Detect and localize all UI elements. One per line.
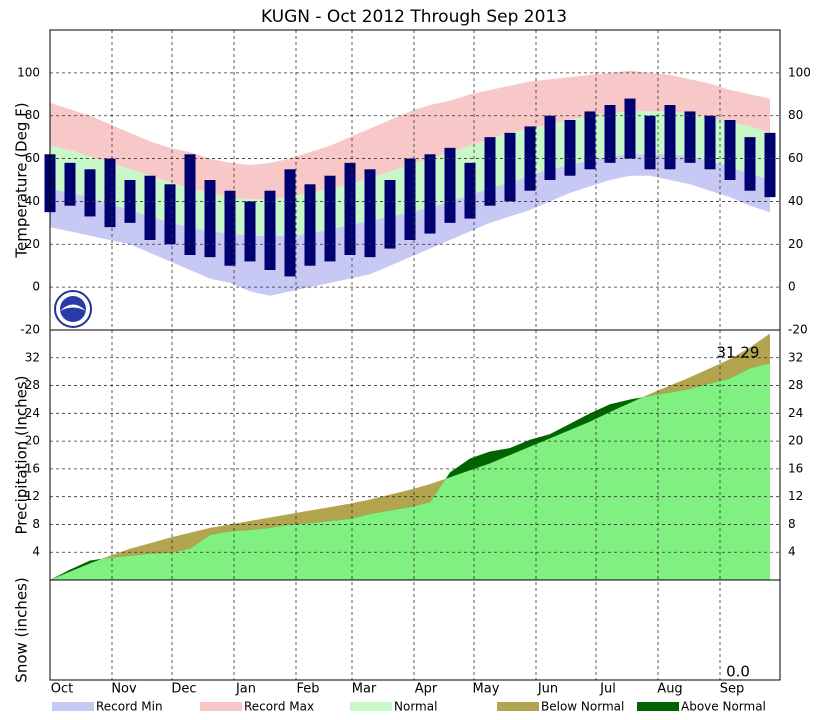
y-tick-label: -20 (20, 323, 40, 337)
observed-range (604, 105, 616, 163)
y-tick-label-right: 28 (788, 378, 803, 392)
y-axis-label: Temperature (Deg F) (13, 102, 31, 258)
observed-range (664, 105, 676, 170)
y-tick-label-right: 8 (788, 517, 796, 531)
observed-range (484, 137, 496, 206)
y-tick-label: 16 (25, 461, 40, 475)
x-tick-label: Jan (235, 682, 256, 697)
y-tick-label-right: 24 (788, 406, 803, 420)
x-tick-label: May (473, 682, 500, 697)
x-tick-label: Nov (111, 682, 137, 697)
y-tick-label-right: 20 (788, 237, 803, 251)
observed-range (424, 154, 436, 234)
observed-range (184, 154, 196, 255)
y-tick-label-right: 40 (788, 194, 803, 208)
observed-range (104, 158, 116, 228)
observed-range (444, 147, 456, 223)
x-tick-label: Jun (537, 682, 558, 697)
observed-range (704, 115, 716, 170)
observed-range (384, 180, 396, 249)
y-tick-label: 8 (32, 517, 40, 531)
y-tick-label-right: 4 (788, 545, 796, 559)
y-tick-label: 0 (32, 280, 40, 294)
observed-range (464, 162, 476, 219)
total-annotation: 31.29 (717, 344, 760, 362)
plot: -20 -20 0 0 20 20 40 40 60 60 80 80 100 100 4 4 8 8 12 12 16… (13, 29, 811, 714)
y-tick-label: 24 (25, 406, 40, 420)
observed-range (264, 190, 276, 270)
observed-range (504, 132, 516, 202)
snow-annotation: 0.0 (726, 663, 750, 681)
observed-range (404, 158, 416, 240)
observed-range (64, 162, 76, 206)
observed-range (344, 162, 356, 255)
observed-range (584, 111, 596, 170)
y-tick-label: 4 (32, 545, 40, 559)
observed-range (624, 98, 636, 159)
observed-range (544, 115, 556, 180)
observed-range (204, 180, 216, 258)
observed-range (144, 175, 156, 240)
x-tick-label: Oct (51, 682, 73, 697)
x-tick-label: Apr (415, 682, 438, 697)
y-tick-label: 60 (25, 151, 40, 165)
observed-range (224, 190, 236, 266)
observed-range (284, 169, 296, 277)
y-tick-label-right: 60 (788, 151, 803, 165)
y-tick-label: 28 (25, 378, 40, 392)
y-tick-label-right: 20 (788, 434, 803, 448)
observed-range (684, 111, 696, 163)
observed-range (324, 175, 336, 262)
legend-swatch (350, 702, 392, 711)
y-axis-label: Precipitation (Inches) (13, 376, 31, 535)
observed-range (244, 201, 256, 262)
observed-range (564, 120, 576, 176)
y-tick-label: 80 (25, 108, 40, 122)
logo-center (60, 296, 86, 322)
x-tick-label: Jul (599, 682, 616, 697)
y-tick-label-right: 16 (788, 461, 803, 475)
noaa-logo (54, 290, 92, 328)
y-tick-label: 100 (17, 65, 40, 79)
legend-swatch (200, 702, 242, 711)
y-tick-label: 20 (25, 434, 40, 448)
y-tick-label: 12 (25, 489, 40, 503)
x-tick-label: Sep (720, 682, 745, 697)
legend-swatch (497, 702, 539, 711)
y-tick-label-right: 0 (788, 280, 796, 294)
x-tick-label: Aug (657, 682, 682, 697)
y-tick-label: 40 (25, 194, 40, 208)
observed-range (304, 184, 316, 266)
legend-label: Normal (394, 700, 437, 714)
y-tick-label: 32 (25, 350, 40, 364)
legend-swatch (52, 702, 94, 711)
panel-frame (49, 579, 781, 681)
chart-title: KUGN - Oct 2012 Through Sep 2013 (261, 7, 567, 27)
observed-range (644, 115, 656, 170)
x-tick-label: Mar (352, 682, 377, 697)
observed-range (364, 169, 376, 258)
y-tick-label-right: 12 (788, 489, 803, 503)
legend-label: Record Min (96, 700, 163, 714)
y-tick-label-right: 32 (788, 350, 803, 364)
observed-range (744, 137, 756, 191)
logo-bird (60, 304, 86, 311)
observed-range (164, 184, 176, 245)
legend-label: Below Normal (541, 700, 624, 714)
y-tick-label-right: 80 (788, 108, 803, 122)
observed-range (764, 132, 776, 198)
record-max-area (50, 70, 770, 200)
observed-range (84, 169, 96, 217)
x-tick-label: Feb (296, 682, 319, 697)
legend-swatch (637, 702, 679, 711)
y-tick-label-right: -20 (788, 323, 808, 337)
y-tick-label: 20 (25, 237, 40, 251)
y-tick-label-right: 100 (788, 65, 811, 79)
legend-label: Above Normal (681, 700, 766, 714)
legend-label: Record Max (244, 700, 314, 714)
observed-range (724, 120, 736, 180)
y-axis-label: Snow (inches) (13, 577, 31, 682)
x-tick-label: Dec (171, 682, 196, 697)
